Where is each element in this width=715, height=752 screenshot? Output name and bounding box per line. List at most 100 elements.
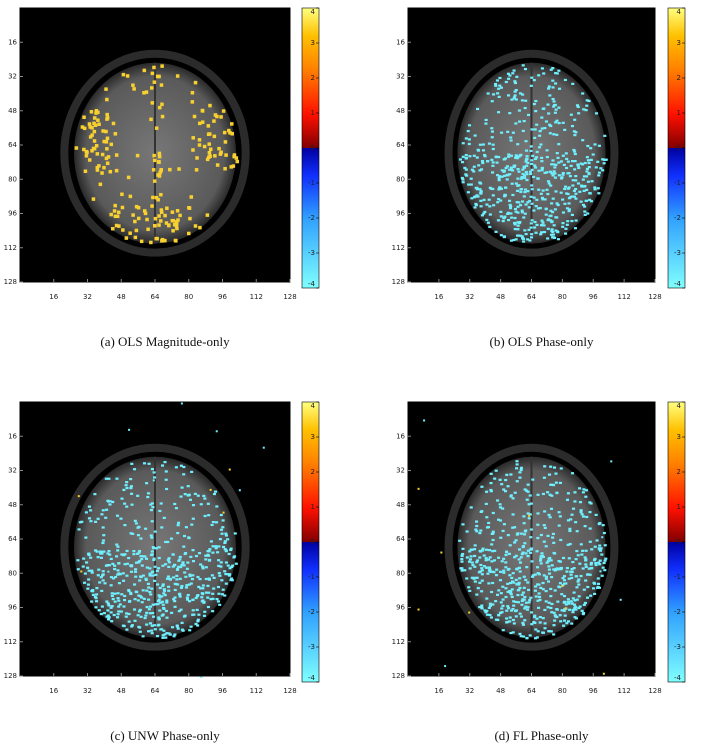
activation bbox=[187, 583, 191, 586]
activation bbox=[577, 606, 581, 610]
activation bbox=[201, 565, 205, 568]
activation bbox=[559, 191, 563, 194]
activation bbox=[490, 543, 494, 546]
activation bbox=[205, 157, 210, 162]
activation bbox=[547, 87, 551, 90]
activation bbox=[530, 188, 534, 191]
activation bbox=[541, 555, 545, 559]
activation bbox=[552, 236, 556, 240]
activation bbox=[529, 596, 533, 599]
activation bbox=[188, 573, 192, 576]
activation bbox=[521, 551, 525, 554]
activation bbox=[90, 600, 94, 603]
activation bbox=[586, 212, 590, 215]
activation bbox=[553, 176, 557, 179]
activation bbox=[522, 515, 526, 518]
activation bbox=[582, 189, 586, 192]
activation bbox=[563, 187, 567, 191]
activation bbox=[108, 169, 113, 174]
activation bbox=[223, 570, 227, 573]
activation bbox=[504, 80, 508, 84]
activation bbox=[484, 548, 489, 551]
activation bbox=[148, 590, 152, 594]
activation bbox=[582, 611, 586, 615]
activation bbox=[110, 592, 114, 595]
activation bbox=[105, 600, 109, 603]
activation bbox=[464, 168, 468, 171]
activation bbox=[484, 118, 488, 122]
activation bbox=[476, 107, 480, 111]
activation bbox=[499, 187, 504, 190]
activation bbox=[537, 592, 541, 595]
activation bbox=[581, 92, 585, 95]
activation bbox=[194, 554, 198, 558]
activation bbox=[206, 550, 210, 553]
activation bbox=[107, 564, 111, 567]
activation bbox=[215, 598, 219, 601]
x-tick-label: 80 bbox=[558, 293, 567, 301]
activation bbox=[511, 497, 515, 500]
activation bbox=[150, 101, 155, 105]
x-tick-label: 128 bbox=[283, 293, 296, 301]
activation bbox=[186, 561, 190, 564]
activation bbox=[94, 549, 98, 552]
activation bbox=[480, 159, 485, 163]
skull bbox=[60, 49, 250, 257]
activation bbox=[114, 575, 118, 579]
activation bbox=[565, 166, 569, 170]
activation bbox=[488, 213, 492, 216]
activation bbox=[555, 72, 559, 75]
activation bbox=[511, 618, 515, 622]
activation bbox=[508, 203, 512, 207]
activation bbox=[506, 582, 510, 585]
activation bbox=[584, 563, 588, 566]
x-tick-label: 80 bbox=[184, 687, 193, 695]
activation bbox=[93, 595, 97, 599]
activation bbox=[123, 598, 127, 602]
activation bbox=[563, 614, 567, 617]
activation bbox=[513, 556, 517, 559]
y-tick-label: 32 bbox=[8, 467, 17, 475]
activation bbox=[143, 211, 148, 216]
activation bbox=[554, 190, 558, 193]
activation bbox=[120, 205, 125, 210]
activation bbox=[114, 153, 119, 157]
activation bbox=[518, 92, 523, 95]
activation bbox=[187, 493, 191, 496]
activation bbox=[170, 210, 175, 214]
activation bbox=[524, 170, 528, 174]
activation bbox=[162, 589, 167, 592]
activation bbox=[536, 512, 540, 515]
activation bbox=[115, 214, 120, 219]
activation bbox=[581, 549, 585, 552]
activation bbox=[211, 597, 215, 600]
activation bbox=[468, 567, 472, 570]
activation bbox=[84, 536, 88, 539]
activation bbox=[122, 579, 126, 582]
activation bbox=[505, 165, 510, 168]
activation bbox=[179, 586, 184, 589]
activation bbox=[475, 188, 479, 191]
activation bbox=[554, 121, 558, 124]
activation bbox=[519, 635, 523, 638]
activation bbox=[541, 221, 545, 224]
activation bbox=[468, 589, 472, 592]
activation bbox=[570, 159, 575, 163]
activation bbox=[565, 157, 569, 161]
activation bbox=[230, 131, 235, 136]
activation bbox=[517, 184, 521, 187]
activation bbox=[81, 565, 85, 568]
x-tick-label: 112 bbox=[250, 293, 263, 301]
activation bbox=[129, 477, 133, 481]
x-tick-label: 128 bbox=[283, 687, 296, 695]
activation bbox=[115, 477, 119, 480]
activation bbox=[530, 168, 534, 171]
activation bbox=[152, 615, 156, 618]
colorbar-tick-label: -3 bbox=[674, 643, 681, 651]
activation bbox=[585, 167, 589, 170]
activation bbox=[529, 145, 533, 148]
activation bbox=[94, 109, 99, 113]
activation bbox=[487, 198, 491, 201]
noise bbox=[109, 500, 112, 503]
activation bbox=[562, 594, 567, 598]
